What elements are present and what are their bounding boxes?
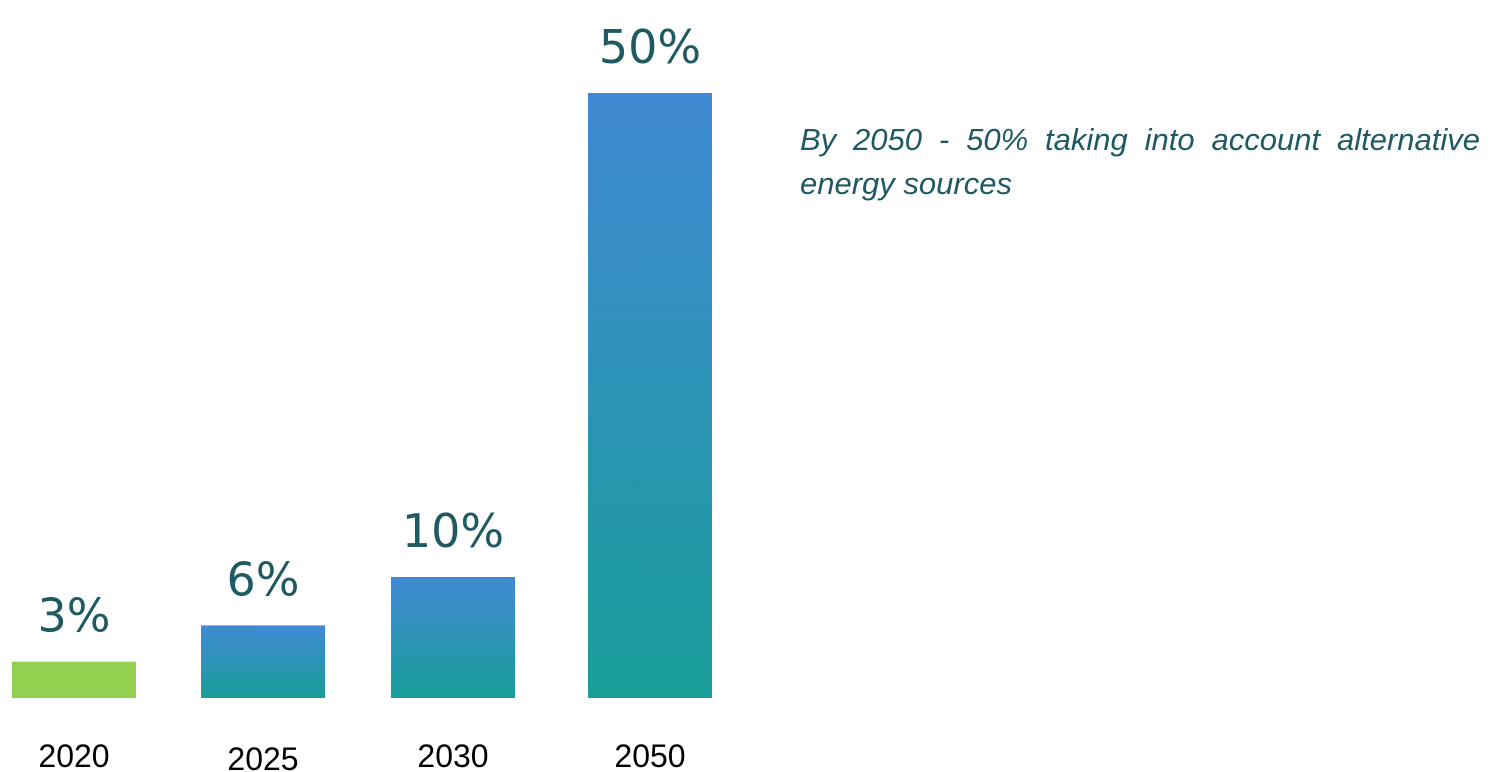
value-labels-layer: 3% 6% 10% 50% [38,20,702,643]
value-label-2050: 50% [599,20,701,74]
value-label-2030: 10% [402,504,504,558]
bar-2025 [201,625,325,698]
bar-2020 [12,661,136,698]
chart-annotation: By 2050 - 50% taking into account altern… [800,122,1480,201]
category-label-2025: 2025 [227,741,298,772]
value-label-2025: 6% [227,552,300,606]
value-label-2020: 3% [38,589,111,643]
category-labels-layer: 2020 2025 2030 2050 [38,738,685,772]
category-label-2030: 2030 [417,738,488,772]
bars-layer [12,93,712,698]
bar-2050 [588,93,712,698]
category-label-2020: 2020 [38,738,109,772]
bar-2030 [391,577,515,698]
category-label-2050: 2050 [614,738,685,772]
